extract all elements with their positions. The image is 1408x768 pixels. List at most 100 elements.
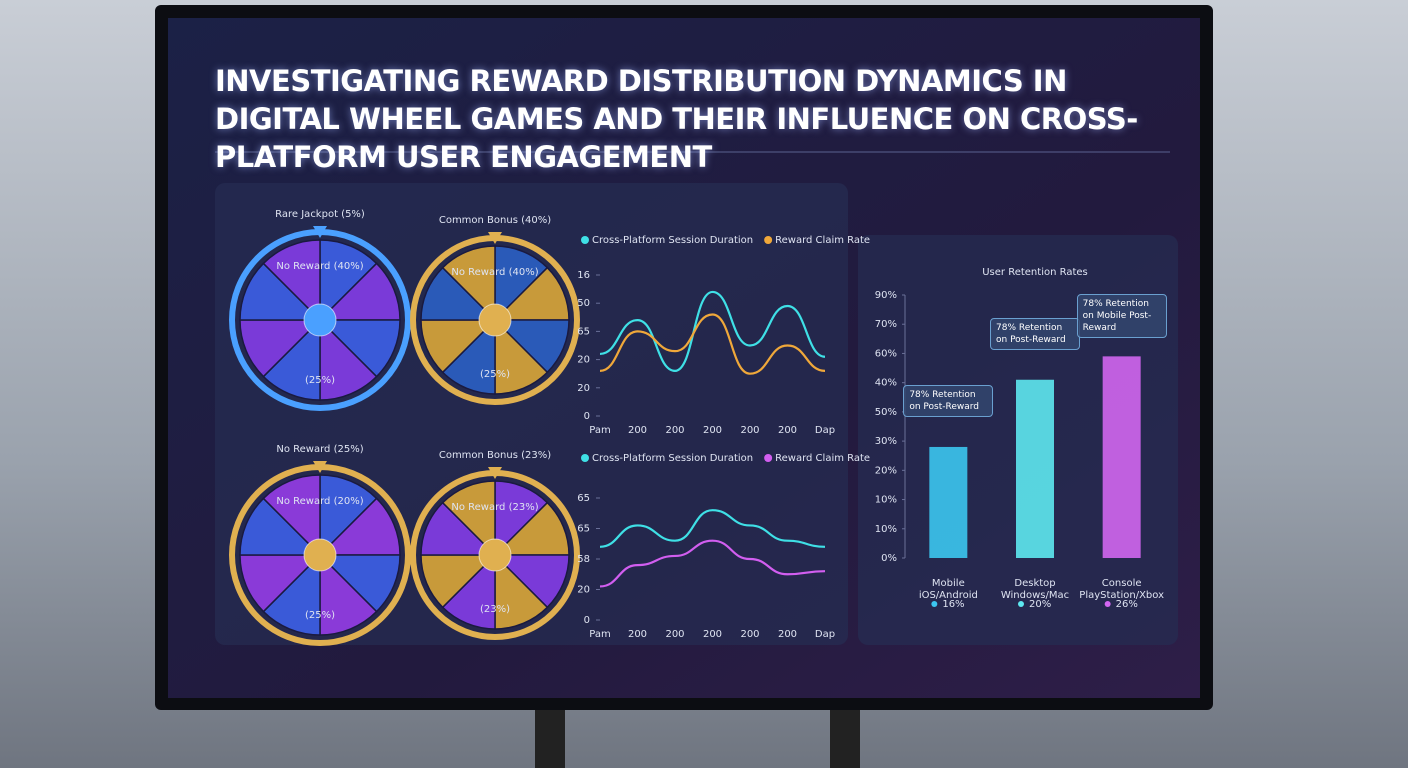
wheel-segment-label: No Reward (20%) [276,496,363,507]
series-line [599,539,826,588]
wheel-hub [303,538,337,572]
wheel-segment [420,554,497,609]
wheel-segment [239,497,322,556]
y-tick-label: 10% [875,524,897,535]
x-tick-label: 200 [703,425,722,436]
legend-label: Cross-Platform Session Duration [592,453,753,464]
legend-label: Reward Claim Rate [775,453,870,464]
bar [929,446,968,558]
title: INVESTIGATING REWARD DISTRIBUTION DYNAMI… [215,64,1138,174]
x-tick-label: Pam [589,629,610,640]
wheel-segment-label: (23%) [480,604,510,615]
series-line [599,509,826,548]
wheel-segment [239,554,322,613]
annotation: 78% Retention on Post-Reward [990,317,1080,350]
wheel-segment [319,553,378,636]
y-tick-label: 20 [577,355,590,366]
wheel-segment [494,480,549,557]
wheel-segment [441,318,496,395]
wheel-segment [441,245,496,322]
wheel-segment [441,553,496,630]
x-tick-label: 200 [665,629,684,640]
legend-swatch [764,236,773,244]
x-tick-label: 200 [740,425,759,436]
series-line [599,313,826,375]
wheel-hub [478,538,512,572]
x-tick-label: Console PlayStation/Xbox [1079,578,1164,601]
wheel-segment [493,554,570,609]
y-tick-label: 0 [584,411,590,422]
wheel-segment [318,497,401,556]
x-tick-label: Dap [815,629,835,640]
x-tick-label: 200 [628,629,647,640]
annotation: 78% Retention on Mobile Post-Reward [1076,294,1167,339]
wheel-segment [319,474,378,557]
x-tick-label: 200 [703,629,722,640]
wheel-hub [478,303,512,337]
wheel-pointer [488,467,502,479]
wheel-segment [262,239,321,322]
wheel-label: Common Bonus (40%) [439,215,551,226]
legend-label: Cross-Platform Session Duration [592,235,753,246]
y-tick-label: 10% [875,495,897,506]
wheel-segment [318,262,401,321]
y-tick-label: 50 [577,298,590,309]
series-line [599,290,826,372]
y-tick-label: 58 [577,554,590,565]
y-tick-label: 16 [577,270,590,281]
wheel-segment [494,553,549,630]
wheel-segment-label: (25%) [305,375,335,386]
x-tick-label: 200 [628,425,647,436]
wheel-segment [319,239,378,322]
wheel-segment [420,266,497,321]
legend-swatch [764,454,773,462]
y-tick-label: 65 [577,326,590,337]
wheel-segment [262,553,321,636]
bar [1016,379,1054,558]
y-tick-label: 20 [577,585,590,596]
wheel-segment [319,318,378,401]
wheel-pointer [488,232,502,244]
y-tick-label: 0% [881,553,897,564]
wheel-segment [493,501,570,556]
x-tick-label: 200 [778,629,797,640]
wheel-segment-label: (25%) [305,610,335,621]
wheel-label: Common Bonus (23%) [439,450,551,461]
chart-title: User Retention Rates [982,267,1088,278]
x-tick-label: Pam [589,425,610,436]
x-tick-label: 200 [740,629,759,640]
wheel-segment [494,318,549,395]
wheel-segment [493,319,570,374]
legend-label: Reward Claim Rate [775,235,870,246]
bar [1102,356,1141,558]
x-tick-label: Desktop Windows/Mac [1000,578,1070,601]
y-tick-label: 65 [577,493,590,504]
y-tick-label: 50% [875,407,897,418]
wheel-segment-label: No Reward (23%) [451,502,538,513]
stand [830,700,860,768]
y-tick-label: 30% [875,436,897,447]
y-tick-label: 20% [875,465,897,476]
wheel-segment-label: No Reward (40%) [451,267,538,278]
legend-label: 16% [942,599,964,610]
legend-swatch [581,454,589,462]
x-tick-label: Dap [815,425,835,436]
stand [535,700,565,768]
wheel-segment [239,319,322,378]
wheel-segment [494,245,549,322]
legend-swatch [581,236,589,244]
x-tick-label: 200 [665,425,684,436]
y-tick-label: 20 [577,383,590,394]
x-tick-label: Mobile iOS/Android [918,578,978,601]
legend-label: 20% [1029,599,1051,610]
legend-label: 26% [1116,599,1138,610]
y-tick-label: 60% [875,348,897,359]
wheel-segment [420,501,497,556]
wheel-segment [262,318,321,401]
y-tick-label: 70% [875,319,897,330]
wheel-segment [420,319,497,374]
y-tick-label: 65 [577,524,590,535]
legend-swatch [1104,601,1111,607]
